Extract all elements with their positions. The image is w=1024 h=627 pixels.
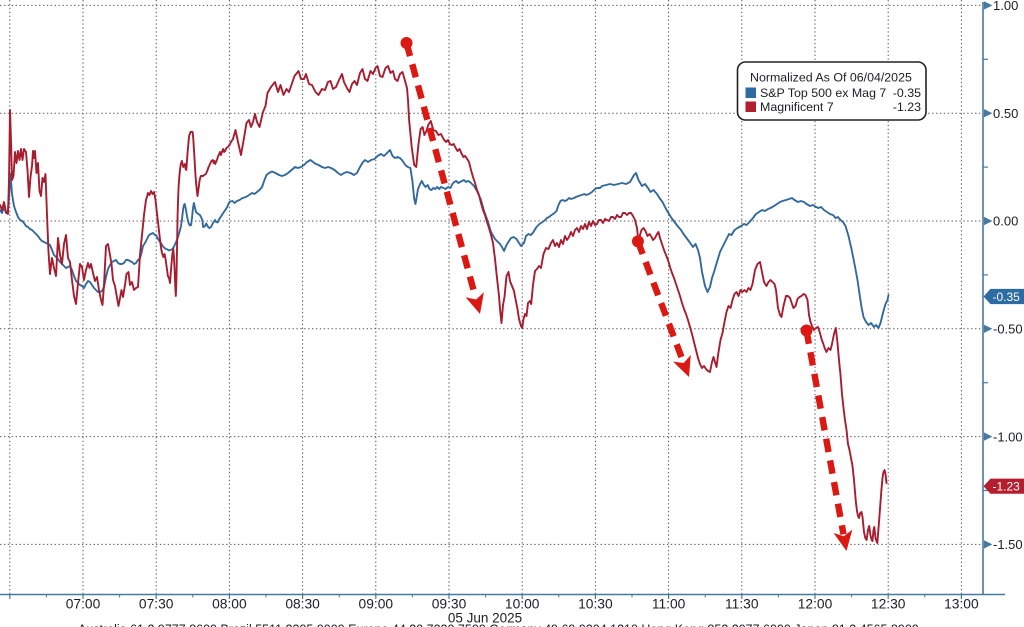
svg-text:Normalized As Of 06/04/2025: Normalized As Of 06/04/2025: [750, 71, 912, 85]
svg-text:-1.23: -1.23: [993, 480, 1021, 494]
svg-text:Australia 61 2 9777 8600 Brazi: Australia 61 2 9777 8600 Brazil 5511 239…: [78, 623, 919, 627]
svg-text:-0.35: -0.35: [893, 86, 921, 100]
svg-text:12:30: 12:30: [871, 597, 906, 612]
svg-text:05 Jun 2025: 05 Jun 2025: [448, 611, 522, 626]
svg-text:0.00: 0.00: [993, 214, 1018, 229]
svg-text:0.50: 0.50: [993, 106, 1018, 121]
svg-text:-1.23: -1.23: [893, 100, 921, 114]
svg-text:S&P Top 500 ex Mag 7: S&P Top 500 ex Mag 7: [760, 86, 886, 100]
svg-text:10:30: 10:30: [578, 597, 613, 612]
svg-text:-1.50: -1.50: [993, 537, 1023, 552]
svg-text:-1.00: -1.00: [993, 429, 1023, 444]
svg-text:1.00: 1.00: [993, 0, 1018, 13]
svg-text:11:00: 11:00: [652, 597, 686, 612]
svg-text:08:30: 08:30: [285, 597, 320, 612]
svg-text:09:30: 09:30: [432, 597, 467, 612]
svg-text:-0.35: -0.35: [993, 290, 1021, 304]
svg-text:07:30: 07:30: [139, 597, 174, 612]
svg-text:12:00: 12:00: [798, 597, 833, 612]
svg-text:13:00: 13:00: [944, 597, 979, 612]
svg-text:11:30: 11:30: [725, 597, 759, 612]
svg-text:08:00: 08:00: [212, 597, 247, 612]
svg-text:07:00: 07:00: [66, 597, 101, 612]
svg-text:Magnificent 7: Magnificent 7: [760, 100, 834, 114]
svg-text:-0.50: -0.50: [993, 322, 1023, 337]
svg-text:09:00: 09:00: [359, 597, 394, 612]
svg-text:10:00: 10:00: [505, 597, 540, 612]
